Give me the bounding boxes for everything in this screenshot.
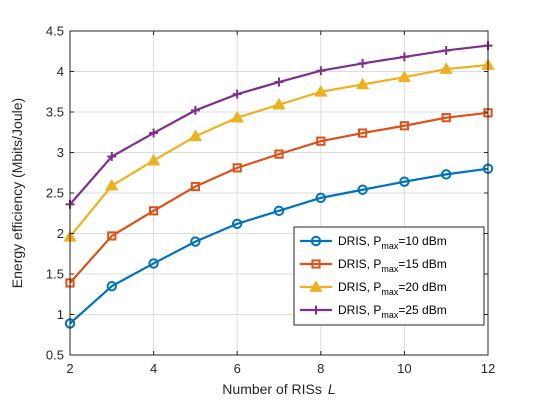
y-tick-label-6: 3.5 <box>46 105 64 120</box>
y-tick-label-0: 0.5 <box>46 348 64 363</box>
data-point-1-8 <box>399 121 409 131</box>
data-point-2-7 <box>355 77 370 90</box>
x-tick-label-3: 8 <box>317 361 324 376</box>
y-tick-label-3: 2 <box>57 226 64 241</box>
legend-label-1: DRIS, Pmax=15 dBm <box>338 257 447 274</box>
data-point-3-8 <box>399 52 409 62</box>
data-point-0-8 <box>399 176 410 187</box>
data-point-0-1 <box>106 280 118 292</box>
data-point-3-9 <box>441 45 451 55</box>
y-tick-label-5: 3 <box>57 145 64 160</box>
data-point-3-4 <box>232 89 242 99</box>
data-point-1-9 <box>441 113 451 123</box>
x-tick-label-2: 6 <box>234 361 241 376</box>
data-point-0-3 <box>190 236 201 247</box>
series-line-1 <box>69 111 489 284</box>
data-point-2-5 <box>272 97 286 110</box>
x-axis-label: Number of RISs L <box>222 381 335 397</box>
data-point-2-4 <box>230 110 244 123</box>
legend-marker-1 <box>311 259 321 269</box>
data-point-0-2 <box>148 258 159 269</box>
legend-label-sub-0: max <box>381 241 399 251</box>
data-point-1-4 <box>232 163 242 173</box>
legend-label-3: DRIS, Pmax=25 dBm <box>338 303 447 320</box>
data-point-1-1 <box>107 231 117 241</box>
y-tick-label-7: 4 <box>57 64 64 79</box>
data-point-1-2 <box>149 206 159 216</box>
axis-ticks: 2 4 6 8 10 12 0.5 1 1.5 2 2.5 3 3.5 4 4.5 <box>46 24 495 377</box>
data-point-1-3 <box>190 181 201 192</box>
data-point-3-3 <box>190 105 200 115</box>
y-tick-label-4: 2.5 <box>46 186 64 201</box>
legend-label-suffix-2: =20 dBm <box>398 280 446 294</box>
y-tick-label-8: 4.5 <box>46 24 64 39</box>
data-point-3-6 <box>316 66 326 76</box>
series-2 <box>63 58 495 242</box>
data-point-0-5 <box>273 205 285 217</box>
legend-label-sub-3: max <box>381 310 399 320</box>
y-tick-label-2: 1.5 <box>46 267 64 282</box>
data-point-1-7 <box>358 128 368 138</box>
x-tick-label-5: 12 <box>481 361 495 376</box>
legend-label-sub-1: max <box>381 264 399 274</box>
legend-marker-3 <box>311 305 321 315</box>
legend-label-suffix-0: =10 dBm <box>398 234 446 248</box>
data-point-2-1 <box>105 178 119 191</box>
data-point-2-3 <box>188 129 203 142</box>
data-point-2-6 <box>314 84 328 97</box>
data-point-1-5 <box>274 149 284 159</box>
y-tick-label-1: 1 <box>57 307 64 322</box>
legend-marker-0 <box>310 235 322 247</box>
data-point-2-9 <box>439 62 453 74</box>
legend-entry-2: DRIS, Pmax=20 dBm <box>300 280 447 297</box>
series-line-0 <box>69 167 489 325</box>
legend-label-0: DRIS, Pmax=10 dBm <box>338 234 447 251</box>
x-axis-label-text: Number of RISs <box>222 381 322 397</box>
data-point-2-8 <box>397 70 412 83</box>
legend-label-prefix-3: DRIS, P <box>338 303 381 317</box>
data-point-0-6 <box>315 192 326 204</box>
legend-label-2: DRIS, Pmax=20 dBm <box>338 280 447 297</box>
legend-label-prefix-2: DRIS, P <box>338 280 381 294</box>
legend-entry-3: DRIS, Pmax=25 dBm <box>300 303 447 320</box>
x-tick-label-4: 10 <box>397 361 411 376</box>
data-point-3-2 <box>149 128 159 138</box>
data-point-0-9 <box>441 169 452 180</box>
data-point-3-7 <box>358 58 368 68</box>
legend-label-prefix-1: DRIS, P <box>338 257 381 271</box>
x-tick-label-1: 4 <box>150 361 157 376</box>
data-point-0-4 <box>232 218 243 229</box>
legend-label-prefix-0: DRIS, P <box>338 234 381 248</box>
x-tick-label-0: 2 <box>66 361 73 376</box>
y-axis-label: Energy efficiency (Mbits/Joule) <box>9 98 25 288</box>
legend-entry-0: DRIS, Pmax=10 dBm <box>300 234 447 251</box>
legend-entry-1: DRIS, Pmax=15 dBm <box>300 257 447 274</box>
data-point-3-1 <box>107 152 117 162</box>
legend-label-suffix-1: =15 dBm <box>398 257 446 271</box>
data-point-1-6 <box>316 136 326 146</box>
legend-box <box>293 226 485 326</box>
legend-label-suffix-3: =25 dBm <box>398 303 446 317</box>
data-point-3-5 <box>274 77 284 87</box>
x-axis-label-symbol: L <box>328 381 336 397</box>
data-point-2-2 <box>146 153 161 166</box>
legend-label-sub-2: max <box>381 287 399 297</box>
legend-marker-2 <box>309 280 323 292</box>
data-point-0-7 <box>357 184 368 195</box>
